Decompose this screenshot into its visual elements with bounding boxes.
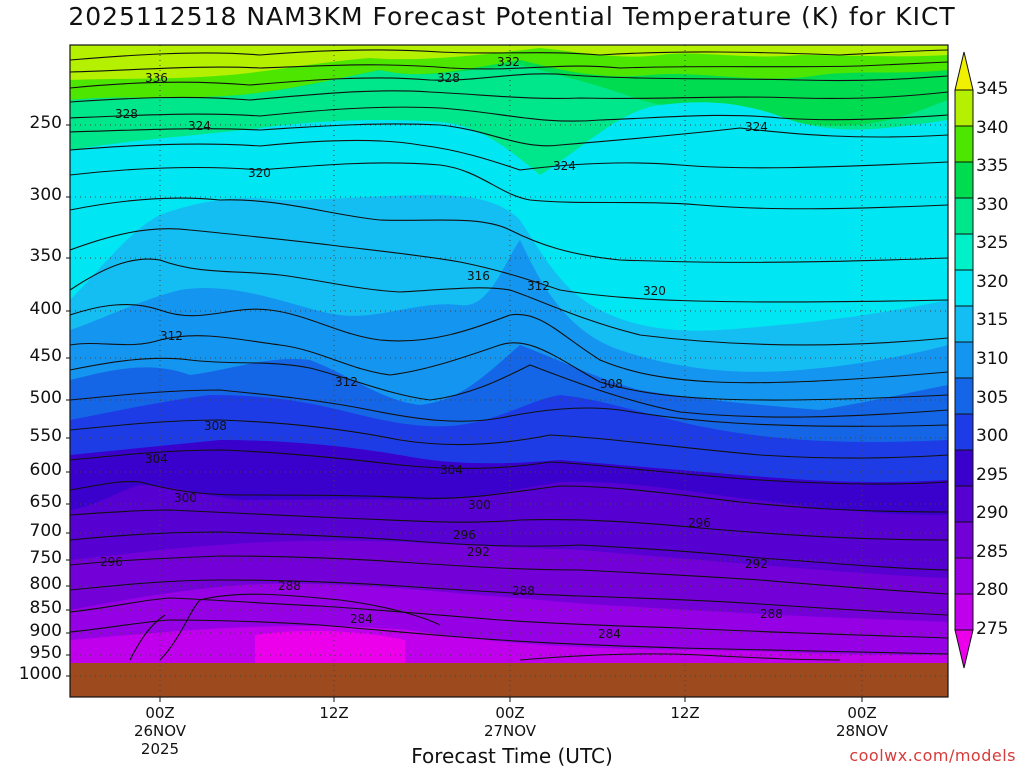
x-tick-label: 00Z 26NOV 2025 xyxy=(133,704,187,758)
contour-label: 336 xyxy=(145,71,168,85)
contour-label: 288 xyxy=(278,579,301,593)
contour-label: 328 xyxy=(115,107,138,121)
colorbar-label: 295 xyxy=(976,464,1009,485)
colorbar-swatch xyxy=(954,521,974,559)
contour-label: 300 xyxy=(468,498,491,512)
plot-frame xyxy=(69,44,949,698)
band-340 xyxy=(70,45,948,80)
colorbar-label: 345 xyxy=(976,79,1009,99)
colorbar-swatch xyxy=(954,413,974,451)
y-tick-label: 800 xyxy=(29,574,62,594)
colorbar xyxy=(954,51,974,669)
colorbar-swatch xyxy=(954,233,974,271)
contour-label: 320 xyxy=(643,284,666,298)
colorbar-label: 320 xyxy=(976,271,1009,292)
contour-label-group: 336 332 328 328 324 324 324 320 320 316 … xyxy=(100,55,783,641)
y-tick-label: 700 xyxy=(29,521,62,541)
contour-label: 284 xyxy=(598,627,621,641)
chart-title: 2025112518 NAM3KM Forecast Potential Tem… xyxy=(68,2,956,31)
y-tick-label: 450 xyxy=(29,346,62,366)
contour-label: 296 xyxy=(100,555,123,569)
contour-label: 320 xyxy=(248,166,271,180)
contour-label: 324 xyxy=(745,120,768,134)
colorbar-swatch xyxy=(954,197,974,235)
colorbar-label: 275 xyxy=(976,619,1009,639)
y-tick-label: 950 xyxy=(29,643,62,663)
colorbar-label: 330 xyxy=(976,194,1009,215)
colorbar-swatch xyxy=(954,557,974,595)
contour-label: 288 xyxy=(512,584,535,598)
x-tick-marks xyxy=(159,697,863,702)
contour-label: 312 xyxy=(335,375,358,389)
band-270 xyxy=(255,630,405,665)
colorbar-swatch xyxy=(954,593,974,631)
contour-label: 296 xyxy=(453,528,476,542)
colorbar-label: 285 xyxy=(976,541,1009,562)
colorbar-swatch xyxy=(954,485,974,523)
x-tick-label: 12Z xyxy=(319,704,349,722)
contour-label: 316 xyxy=(467,269,490,283)
ground-surface xyxy=(70,663,948,697)
y-tick-label: 900 xyxy=(29,621,62,641)
x-tick-label: 00Z 28NOV xyxy=(835,704,889,740)
y-tick-label: 500 xyxy=(29,388,62,408)
y-tick-label: 600 xyxy=(29,460,62,480)
colorbar-swatch xyxy=(954,341,974,379)
colorbar-arrow-bottom xyxy=(954,629,974,669)
contour-label: 304 xyxy=(440,463,463,477)
contour-label: 312 xyxy=(527,279,550,293)
contour-label: 292 xyxy=(467,545,490,559)
y-tick-label: 550 xyxy=(29,426,62,446)
contour-label: 292 xyxy=(745,557,768,571)
colorbar-swatch xyxy=(954,377,974,415)
contour-label: 332 xyxy=(497,55,520,69)
site-credit[interactable]: coolwx.com/models xyxy=(849,746,1016,765)
colorbar-swatch xyxy=(954,449,974,487)
y-tick-label: 850 xyxy=(29,598,62,618)
y-tick-label: 650 xyxy=(29,492,62,512)
colorbar-swatch xyxy=(954,161,974,199)
colorbar-label: 325 xyxy=(976,233,1009,254)
contour-label: 288 xyxy=(760,607,783,621)
grid-lines xyxy=(70,45,948,697)
contour-label: 312 xyxy=(160,329,183,343)
colorbar-swatch xyxy=(954,305,974,343)
colorbar-label: 335 xyxy=(976,156,1009,177)
x-tick-label: 00Z 27NOV xyxy=(483,704,537,740)
x-axis-label: Forecast Time (UTC) xyxy=(411,744,613,768)
contour-label: 304 xyxy=(145,452,168,466)
y-tick-label: 750 xyxy=(29,548,62,568)
colorbar-swatch xyxy=(954,269,974,307)
contour-label: 328 xyxy=(437,71,460,85)
colorbar-label: 290 xyxy=(976,503,1009,524)
contour-label: 296 xyxy=(688,516,711,530)
contour-label: 324 xyxy=(553,159,576,173)
y-tick-label: 300 xyxy=(29,185,62,205)
contour-label: 324 xyxy=(188,119,211,133)
colorbar-swatch xyxy=(954,125,974,163)
contour-label: 308 xyxy=(204,419,227,433)
y-tick-marks xyxy=(66,124,70,677)
contour-label: 284 xyxy=(350,612,373,626)
contour-label: 300 xyxy=(174,491,197,505)
y-tick-label: 1000 xyxy=(18,664,62,684)
colorbar-label: 305 xyxy=(976,387,1009,408)
colorbar-label: 315 xyxy=(976,310,1009,331)
y-tick-label: 350 xyxy=(29,246,62,266)
y-tick-label: 250 xyxy=(29,113,62,133)
colorbar-label: 280 xyxy=(976,580,1009,601)
colorbar-label: 340 xyxy=(976,117,1009,138)
colorbar-arrow-top xyxy=(954,51,974,91)
colorbar-swatch xyxy=(954,89,974,127)
x-tick-label: 12Z xyxy=(670,704,700,722)
colorbar-label: 300 xyxy=(976,426,1009,447)
y-tick-label: 400 xyxy=(29,299,62,319)
colorbar-label: 310 xyxy=(976,349,1009,369)
contour-label: 308 xyxy=(600,377,623,391)
contour-lines xyxy=(70,49,948,661)
